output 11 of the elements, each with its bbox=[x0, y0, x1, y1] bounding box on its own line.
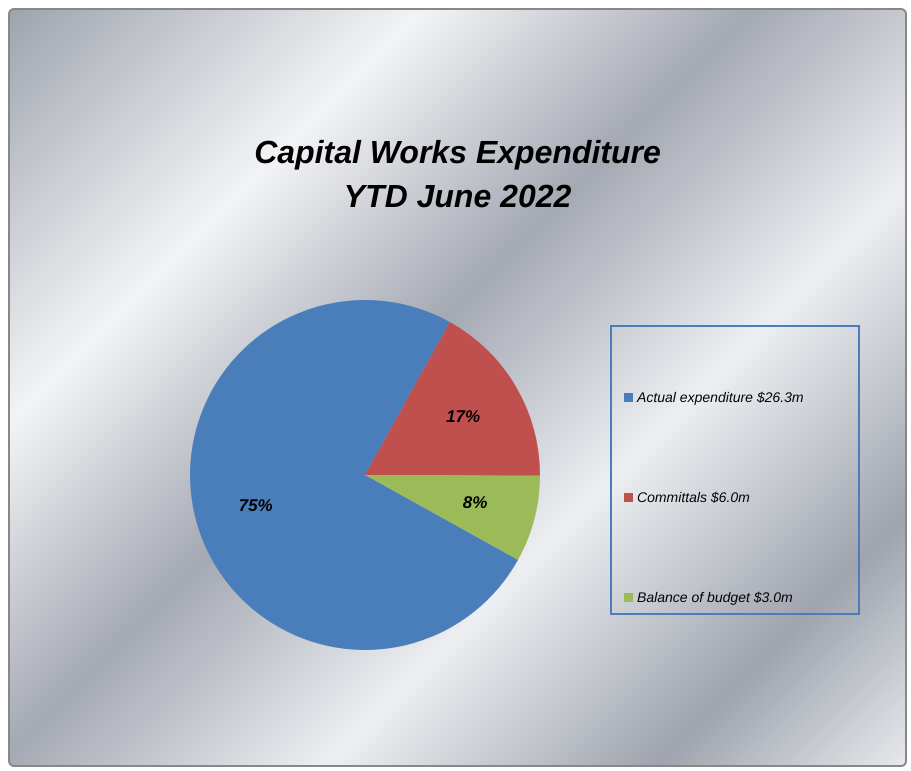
pie-slice bbox=[365, 322, 540, 476]
data-label: 75% bbox=[238, 496, 273, 515]
chart-subtitle: YTD June 2022 bbox=[342, 177, 572, 216]
pie-slice bbox=[365, 475, 540, 560]
pie-slice bbox=[190, 300, 518, 650]
legend-label: Balance of budget $3.0m bbox=[637, 589, 793, 605]
legend-label: Committals $6.0m bbox=[637, 489, 750, 505]
chart-title: Capital Works Expenditure bbox=[253, 133, 662, 172]
data-label: 8% bbox=[462, 493, 488, 512]
data-label: 17% bbox=[446, 406, 480, 426]
legend-label: Actual expenditure $26.3m bbox=[637, 389, 804, 405]
